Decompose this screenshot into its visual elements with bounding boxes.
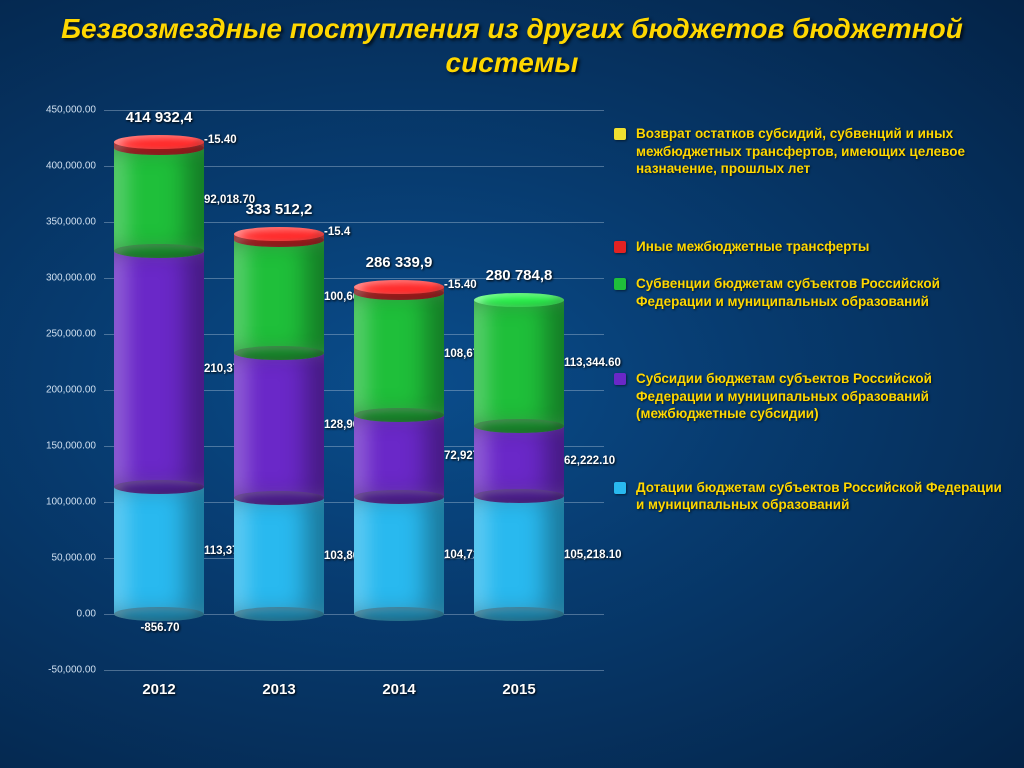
legend-text: Дотации бюджетам субъектов Российской Фе…: [636, 479, 1004, 514]
chart-area: -50,000.00 0.00 50,000.00 100,000.00 150,000…: [30, 110, 600, 730]
segment-dotat: [354, 497, 444, 614]
segment-cap-bottom: [354, 607, 444, 621]
y-tick: 250,000.00: [30, 329, 96, 340]
legend-swatch: [614, 482, 626, 494]
segment-subvent: [354, 293, 444, 415]
legend-text: Субсидии бюджетам субъектов Российской Ф…: [636, 370, 1004, 423]
legend: Возврат остатков субсидий, субвенций и и…: [614, 125, 1004, 532]
segment-cap-top: [474, 293, 564, 307]
segment-cap-bottom: [234, 607, 324, 621]
legend-text: Возврат остатков субсидий, субвенций и и…: [636, 125, 1004, 178]
bar-2013: 103,866128,969.20100,661.40-15.4333 512,…: [234, 110, 324, 670]
segment-cap-bottom: [354, 408, 444, 422]
legend-swatch: [614, 373, 626, 385]
segment-cap-bottom: [234, 491, 324, 505]
legend-item: Дотации бюджетам субъектов Российской Фе…: [614, 479, 1004, 514]
legend-item: Иные межбюджетные трансферты: [614, 238, 1004, 256]
x-label: 2013: [234, 681, 324, 698]
legend-item: Субвенции бюджетам субъектов Российской …: [614, 275, 1004, 310]
segment-cap-bottom: [354, 490, 444, 504]
x-label: 2015: [474, 681, 564, 698]
y-tick: 200,000.00: [30, 385, 96, 396]
y-tick: 50,000.00: [30, 553, 96, 564]
plot-area: 113,376.50210,378.5092,018.70-15.40414 9…: [104, 110, 604, 670]
legend-swatch: [614, 128, 626, 140]
segment-dotat: [234, 498, 324, 614]
y-tick: 300,000.00: [30, 273, 96, 284]
x-label: 2014: [354, 681, 444, 698]
segment-cap-top: [114, 135, 204, 149]
segment-cap-top: [234, 227, 324, 241]
y-tick: -50,000.00: [30, 665, 96, 676]
segment-cap-bottom: [114, 607, 204, 621]
legend-item: Субсидии бюджетам субъектов Российской Ф…: [614, 370, 1004, 423]
segment-subsid: [354, 415, 444, 497]
segment-cap-bottom: [474, 607, 564, 621]
bar-2014: 104,718.0072,927108,679.30-15.40286 339,…: [354, 110, 444, 670]
segment-dotat: [114, 487, 204, 614]
segment-subvent: [474, 300, 564, 427]
bar-2012: 113,376.50210,378.5092,018.70-15.40414 9…: [114, 110, 204, 670]
bar-2015: 105,218.1062,222.10113,344.60280 784,820…: [474, 110, 564, 670]
segment-subsid: [474, 426, 564, 496]
y-tick: 350,000.00: [30, 217, 96, 228]
bar-total: 333 512,2: [214, 201, 344, 218]
y-tick: 0.00: [30, 609, 96, 620]
neg-label: -856.70: [122, 622, 198, 634]
y-tick: 450,000.00: [30, 105, 96, 116]
legend-swatch: [614, 241, 626, 253]
y-axis: -50,000.000.0050,000.00100,000.00150,000…: [30, 110, 100, 670]
legend-text: Иные межбюджетные трансферты: [636, 238, 869, 256]
y-tick: 150,000.00: [30, 441, 96, 452]
y-tick: 400,000.00: [30, 161, 96, 172]
chart-title: Безвозмездные поступления из других бюдж…: [0, 0, 1024, 83]
gridline: [104, 670, 604, 671]
bar-total: 414 932,4: [94, 109, 224, 126]
bar-total: 280 784,8: [454, 267, 584, 284]
legend-swatch: [614, 278, 626, 290]
legend-item: Возврат остатков субсидий, субвенций и и…: [614, 125, 1004, 178]
segment-cap-bottom: [114, 480, 204, 494]
bar-total: 286 339,9: [334, 254, 464, 271]
x-label: 2012: [114, 681, 204, 698]
segment-subvent: [234, 241, 324, 354]
legend-text: Субвенции бюджетам субъектов Российской …: [636, 275, 1004, 310]
segment-cap-top: [354, 280, 444, 294]
y-tick: 100,000.00: [30, 497, 96, 508]
segment-subsid: [234, 353, 324, 497]
segment-subvent: [114, 148, 204, 251]
segment-dotat: [474, 496, 564, 614]
segment-subsid: [114, 251, 204, 487]
segment-label: 105,218.10: [564, 549, 684, 561]
